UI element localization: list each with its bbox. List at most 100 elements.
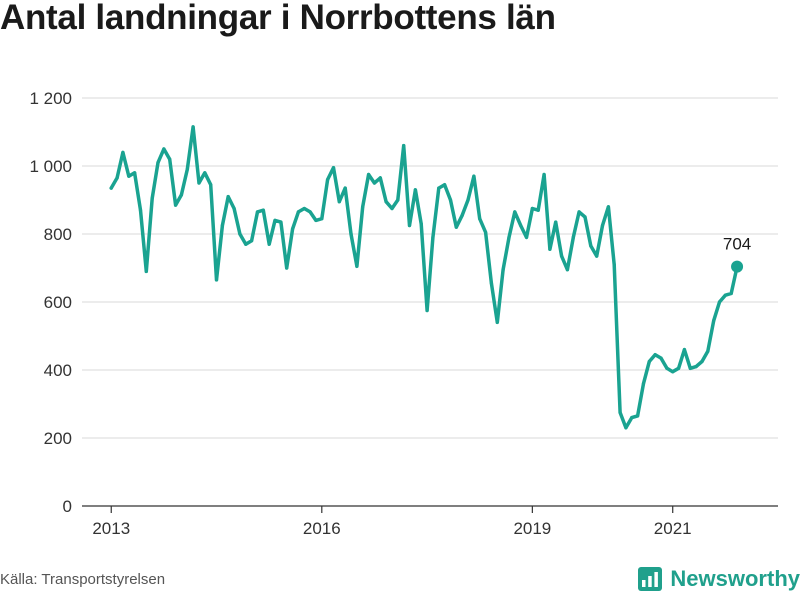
data-point xyxy=(413,188,417,192)
data-point xyxy=(612,263,616,267)
data-point xyxy=(437,186,441,190)
data-point xyxy=(559,254,564,258)
data-point xyxy=(460,213,464,217)
data-point xyxy=(489,281,494,285)
data-point xyxy=(326,178,330,182)
data-point xyxy=(209,183,213,187)
data-point xyxy=(150,196,154,200)
data-point xyxy=(519,223,523,228)
data-point xyxy=(530,206,534,211)
data-point xyxy=(600,223,605,228)
data-point xyxy=(636,414,640,418)
data-point xyxy=(524,235,529,239)
data-point xyxy=(144,269,148,273)
data-point xyxy=(618,410,622,415)
data-point xyxy=(138,208,143,212)
data-point xyxy=(133,171,137,175)
data-point xyxy=(372,181,377,185)
data-point xyxy=(226,195,230,199)
data-point xyxy=(349,232,353,236)
gridlines xyxy=(82,97,778,439)
data-point xyxy=(712,319,716,323)
data-point xyxy=(290,227,295,231)
data-point xyxy=(583,215,587,219)
data-point xyxy=(706,349,710,353)
data-point xyxy=(285,266,289,270)
brand-logo: Newsworthy xyxy=(638,566,800,592)
data-point xyxy=(232,206,236,211)
chart-title: Antal landningar i Norrbottens län xyxy=(0,0,556,37)
data-point xyxy=(501,268,505,272)
data-point xyxy=(513,210,517,214)
data-point xyxy=(694,365,698,369)
data-point xyxy=(454,225,458,229)
data-point xyxy=(407,223,412,228)
data-point xyxy=(577,210,581,214)
data-point xyxy=(589,244,593,248)
data-point xyxy=(203,171,207,175)
data-point xyxy=(671,370,675,374)
data-point xyxy=(267,242,271,246)
data-point xyxy=(443,183,447,187)
data-point xyxy=(255,210,260,214)
data-point xyxy=(495,320,499,324)
data-point xyxy=(384,200,388,204)
data-point xyxy=(109,186,113,190)
data-point xyxy=(361,205,365,209)
data-point xyxy=(472,174,476,178)
data-point xyxy=(419,222,423,226)
y-tick-label: 400 xyxy=(44,361,72,380)
data-point xyxy=(647,359,651,364)
data-point xyxy=(466,198,470,202)
y-tick-label: 0 xyxy=(63,497,72,516)
data-point xyxy=(565,268,570,272)
data-point xyxy=(296,210,301,214)
y-tick-label: 1 000 xyxy=(29,157,72,176)
data-point xyxy=(723,293,727,297)
x-tick-label: 2019 xyxy=(513,519,551,538)
data-point xyxy=(606,205,610,209)
data-point xyxy=(173,203,178,207)
data-point xyxy=(320,217,324,221)
data-point xyxy=(121,150,125,154)
data-points xyxy=(109,125,739,430)
x-tick-label: 2013 xyxy=(92,519,130,538)
source-note: Källa: Transportstyrelsen xyxy=(0,571,166,588)
data-point xyxy=(127,174,131,178)
data-point xyxy=(162,147,166,151)
x-tick-label: 2021 xyxy=(654,519,692,538)
data-point xyxy=(659,356,663,360)
data-point xyxy=(214,278,219,282)
data-point xyxy=(390,206,394,211)
data-point xyxy=(179,193,184,197)
data-point xyxy=(355,264,359,268)
data-point xyxy=(366,172,371,177)
data-point xyxy=(688,366,692,370)
data-point xyxy=(378,176,382,180)
bar-chart-logo-icon xyxy=(638,567,663,591)
data-point xyxy=(273,218,277,222)
data-point xyxy=(682,348,687,352)
data-point xyxy=(308,210,312,214)
data-point xyxy=(302,206,306,211)
data-point xyxy=(478,217,482,221)
data-point xyxy=(115,176,119,180)
data-point xyxy=(630,416,634,420)
annotations: 704 xyxy=(723,235,751,273)
data-point xyxy=(717,300,722,304)
data-point xyxy=(700,359,704,364)
y-tick-label: 200 xyxy=(44,429,72,448)
data-point xyxy=(197,181,201,185)
last-value-label: 704 xyxy=(723,235,751,254)
data-point xyxy=(554,220,558,224)
data-point xyxy=(250,239,254,243)
data-point xyxy=(665,366,669,370)
x-tick-label: 2016 xyxy=(303,519,341,538)
data-point xyxy=(431,235,435,239)
data-point xyxy=(595,254,599,258)
data-point xyxy=(185,167,189,171)
data-point xyxy=(396,198,400,202)
data-point xyxy=(483,230,488,234)
x-axis: 2013 2016 2019 2021 xyxy=(82,505,778,538)
